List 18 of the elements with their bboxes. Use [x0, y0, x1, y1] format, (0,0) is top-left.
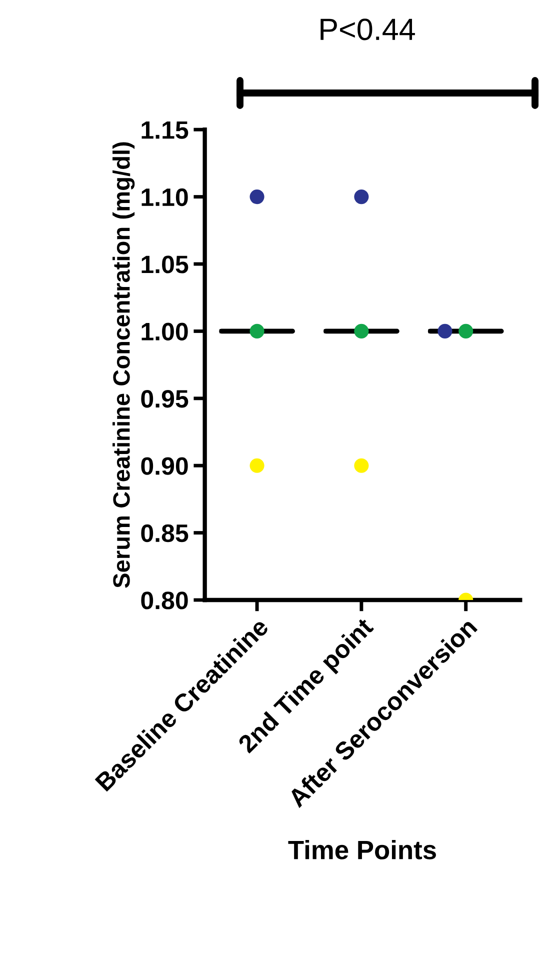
y-tick-label: 0.90	[141, 457, 188, 475]
y-axis-title: Serum Creatinine Concentration (mg/dl)	[112, 142, 135, 588]
y-tick-label: 0.80	[141, 592, 188, 610]
point	[250, 458, 264, 473]
point	[354, 458, 369, 473]
text: P<0.44	[320, 18, 415, 40]
y-tick-label: 1.10	[142, 188, 188, 206]
point	[458, 324, 474, 338]
y-tick-label: 1.00	[142, 322, 188, 341]
y-tick-label: 1.15	[142, 121, 188, 139]
point	[354, 190, 369, 204]
y-tick-label: 0.95	[141, 390, 188, 408]
x-axis-title: Time Points	[288, 840, 436, 860]
point	[354, 324, 369, 338]
y-tick-label: 1.05	[142, 256, 188, 274]
point	[250, 324, 264, 338]
point	[250, 190, 264, 204]
y-tick-label: 0.85	[141, 524, 188, 542]
